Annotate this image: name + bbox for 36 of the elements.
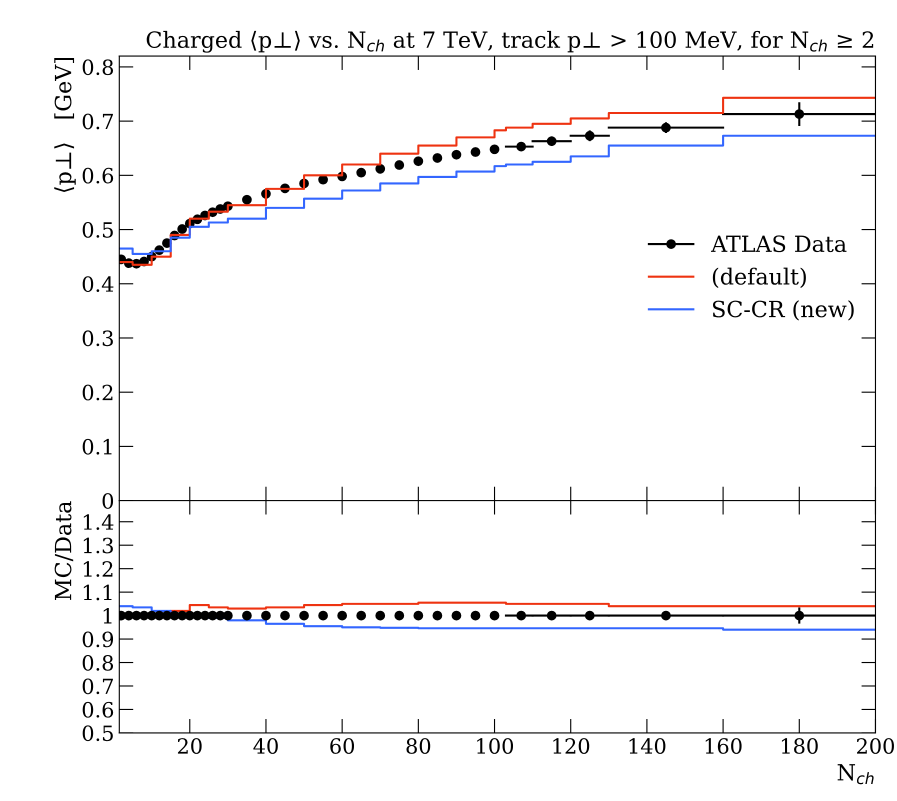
y-tick-label: 0.9 bbox=[82, 632, 114, 648]
y-tick-label: 0.1 bbox=[82, 438, 112, 455]
y-tick-label: 0.3 bbox=[82, 330, 113, 346]
y-tick-label: 1.4 bbox=[84, 514, 114, 530]
x-tick-label: 180 bbox=[782, 738, 818, 754]
y-tick-label: 0.8 bbox=[82, 654, 114, 671]
x-tick-label: 140 bbox=[630, 738, 666, 754]
y-tick-label: 0.7 bbox=[82, 678, 113, 694]
y-tick-label: 0.5 bbox=[82, 222, 113, 238]
y-axis-title: ⟨p⊥⟩ [GeV] bbox=[54, 58, 76, 192]
x-tick-label: 20 bbox=[178, 738, 202, 754]
y-tick-label: 0.7 bbox=[82, 114, 113, 130]
chart-title: Charged ⟨p⊥⟩ vs. N$_{ch}$ at 7 TeV, track p⊥ > 100 MeV, for N$_{ch}$ ≥ 2 bbox=[146, 30, 874, 53]
legend-label: (default) bbox=[712, 268, 806, 288]
y-tick-label: 1.1 bbox=[84, 584, 112, 600]
x-tick-label: 40 bbox=[253, 738, 278, 754]
y-tick-label: 1 bbox=[104, 608, 112, 624]
y-tick-label: 0.6 bbox=[82, 168, 114, 184]
y-tick-label: 0 bbox=[102, 493, 114, 509]
x-tick-label: 80 bbox=[406, 738, 430, 754]
y-tick-label: 1.2 bbox=[84, 561, 112, 577]
y-tick-label: 0.5 bbox=[82, 725, 113, 742]
y-tick-label: 0.6 bbox=[82, 702, 114, 718]
x-tick-label: 160 bbox=[706, 738, 742, 754]
y-axis-title: MC/Data bbox=[54, 501, 74, 600]
y-tick-label: 0.2 bbox=[82, 384, 112, 400]
y-tick-label: 0.8 bbox=[82, 59, 114, 76]
legend-label: SC-CR (new) bbox=[712, 300, 854, 321]
y-tick-label: 0.4 bbox=[82, 276, 114, 292]
x-axis-title: N$_{ch}$ bbox=[838, 764, 874, 784]
y-tick-label: 1.3 bbox=[84, 538, 113, 554]
legend-label: ATLAS Data bbox=[710, 235, 846, 252]
x-tick-label: 120 bbox=[553, 738, 590, 754]
x-tick-label: 60 bbox=[330, 738, 354, 754]
x-tick-label: 100 bbox=[477, 738, 514, 754]
x-tick-label: 200 bbox=[857, 738, 894, 754]
